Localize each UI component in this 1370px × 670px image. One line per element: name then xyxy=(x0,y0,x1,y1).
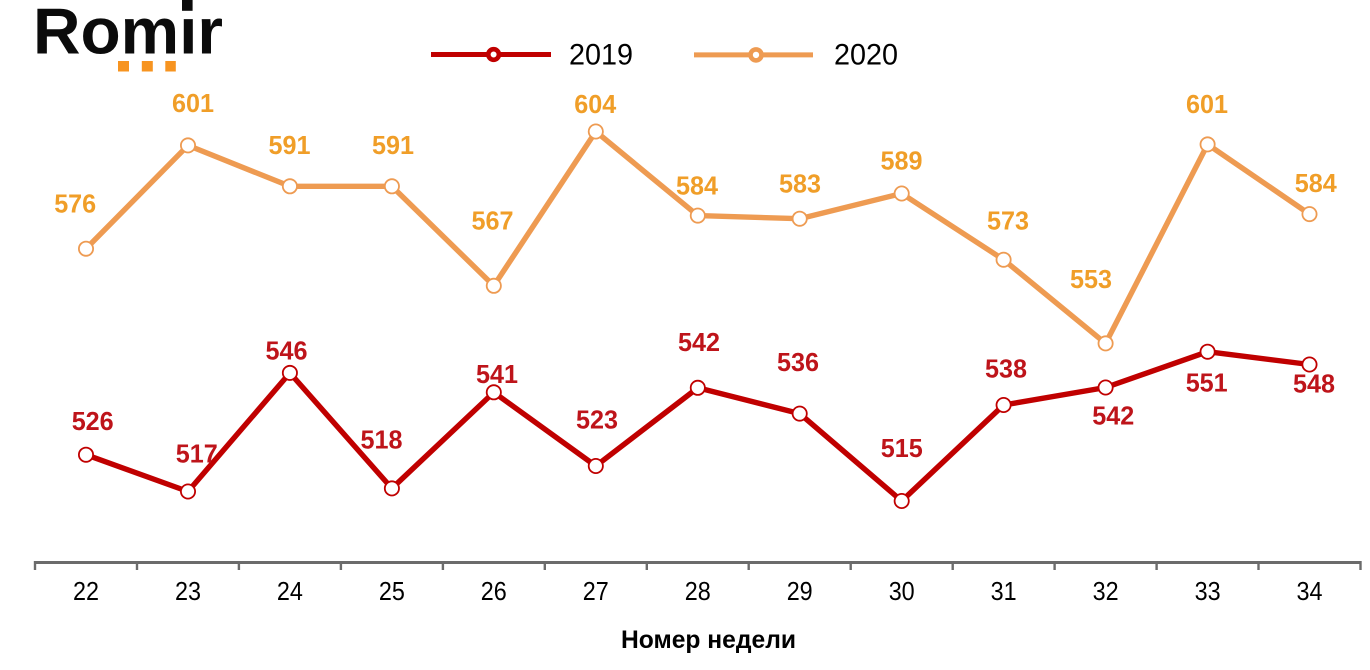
svg-text:601: 601 xyxy=(1186,89,1228,119)
svg-text:25: 25 xyxy=(379,578,405,606)
svg-text:553: 553 xyxy=(1070,264,1112,294)
svg-text:518: 518 xyxy=(361,425,403,455)
svg-text:573: 573 xyxy=(987,206,1029,236)
svg-text:584: 584 xyxy=(1295,168,1338,198)
svg-text:2020: 2020 xyxy=(834,39,898,72)
svg-text:541: 541 xyxy=(476,359,518,389)
svg-text:27: 27 xyxy=(583,578,609,606)
svg-text:551: 551 xyxy=(1186,368,1228,398)
svg-text:515: 515 xyxy=(881,433,923,463)
svg-text:601: 601 xyxy=(172,88,214,118)
svg-text:32: 32 xyxy=(1093,578,1119,606)
svg-text:30: 30 xyxy=(889,578,915,606)
svg-text:22: 22 xyxy=(73,578,99,606)
svg-text:33: 33 xyxy=(1195,578,1221,606)
svg-text:604: 604 xyxy=(574,89,617,119)
svg-text:523: 523 xyxy=(576,404,618,434)
svg-text:526: 526 xyxy=(72,406,114,436)
svg-text:34: 34 xyxy=(1297,578,1323,606)
svg-text:591: 591 xyxy=(269,130,311,160)
svg-text:536: 536 xyxy=(777,347,819,377)
svg-text:542: 542 xyxy=(1092,400,1134,430)
svg-text:548: 548 xyxy=(1293,369,1335,399)
svg-text:584: 584 xyxy=(676,171,719,201)
svg-text:Номер недели: Номер недели xyxy=(621,626,796,654)
svg-text:Romır: Romır xyxy=(33,0,223,68)
svg-text:2019: 2019 xyxy=(569,38,633,71)
svg-text:538: 538 xyxy=(985,353,1027,383)
svg-text:28: 28 xyxy=(685,578,711,606)
svg-text:546: 546 xyxy=(266,336,308,366)
svg-text:576: 576 xyxy=(54,189,96,219)
svg-text:31: 31 xyxy=(991,578,1017,606)
svg-text:26: 26 xyxy=(481,578,507,606)
svg-text:517: 517 xyxy=(176,439,218,469)
svg-text:24: 24 xyxy=(277,578,303,606)
svg-text:567: 567 xyxy=(472,206,514,236)
svg-text:583: 583 xyxy=(779,168,821,198)
svg-text:23: 23 xyxy=(175,578,201,606)
svg-text:29: 29 xyxy=(787,578,813,606)
svg-text:589: 589 xyxy=(881,145,923,175)
svg-text:542: 542 xyxy=(678,327,720,357)
svg-text:591: 591 xyxy=(372,130,414,160)
